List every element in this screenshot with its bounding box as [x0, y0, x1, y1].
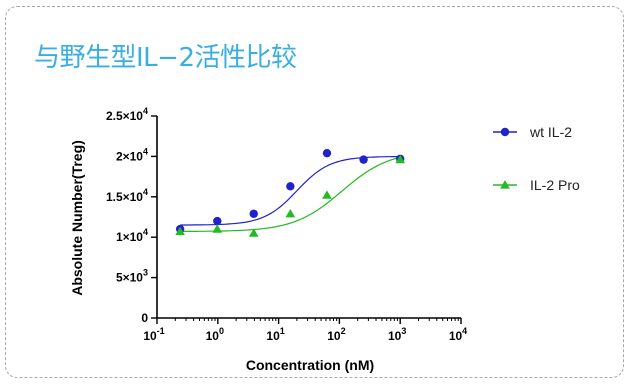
x-tick-label: 100 — [206, 326, 224, 343]
data-point-series-2 — [322, 190, 332, 199]
page-title: 与野生型IL−2活性比较 — [34, 43, 297, 73]
fit-curve-2 — [180, 156, 401, 232]
data-point-series-2 — [212, 224, 223, 233]
data-point-series-1 — [213, 216, 222, 226]
legend-label: wt IL-2 — [529, 124, 572, 140]
data-point-series-2 — [285, 208, 296, 218]
x-tick-label: 101 — [266, 326, 284, 343]
y-axis-title: Absolute Number(Treg) — [69, 140, 85, 296]
y-tick-label: 5×103 — [116, 268, 148, 285]
x-tick-label: 102 — [327, 326, 345, 343]
x-axis-title: Concentration (nM) — [246, 357, 374, 373]
x-tick-label: 103 — [388, 326, 406, 343]
legend-marker — [500, 127, 510, 137]
data-point-series-2 — [248, 228, 259, 237]
data-point-series-1 — [359, 155, 368, 164]
legend-marker — [500, 180, 510, 189]
chart-curves — [180, 155, 401, 232]
x-tick-label: 104 — [449, 326, 467, 343]
y-tick-label: 1×104 — [116, 227, 148, 244]
chart-legend: wt IL-2 IL-2 Pro — [493, 124, 580, 193]
dashed-border — [5, 6, 624, 378]
x-tick-label: 10-1 — [143, 326, 164, 343]
legend-label: IL-2 Pro — [530, 177, 580, 193]
data-point-series-2 — [175, 226, 185, 236]
y-tick-label: 1.5×104 — [106, 187, 148, 204]
chart-points — [175, 148, 406, 237]
chart-axes: 10-1 100 101 102 103 104 0 5×103 1×104 1.5×104 2×1… — [106, 106, 467, 343]
data-point-series-2 — [395, 154, 406, 164]
data-point-series-1 — [286, 182, 295, 191]
data-point-series-1 — [322, 148, 332, 158]
y-tick-label: 2.5×104 — [106, 106, 148, 123]
y-tick-label: 0 — [141, 311, 148, 325]
y-tick-label: 2×104 — [116, 146, 148, 163]
data-point-series-1 — [249, 209, 258, 218]
